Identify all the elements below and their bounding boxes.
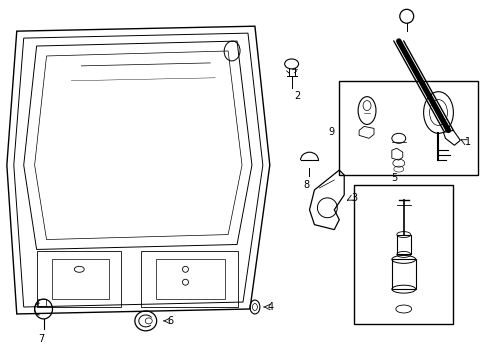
Text: 7: 7 [39, 334, 44, 344]
Bar [38, 299, 45, 306]
Text: 3: 3 [350, 193, 357, 203]
Text: 4: 4 [267, 302, 273, 312]
Text: 9: 9 [327, 127, 334, 138]
Bar [339, 81, 477, 175]
Bar [353, 185, 452, 324]
Bar [396, 235, 410, 255]
Text: 6: 6 [167, 316, 173, 326]
Bar [391, 260, 415, 289]
Text: 1: 1 [464, 137, 470, 147]
Text: 5: 5 [390, 173, 396, 183]
Text: 8: 8 [303, 180, 309, 190]
Text: 2: 2 [294, 91, 300, 101]
